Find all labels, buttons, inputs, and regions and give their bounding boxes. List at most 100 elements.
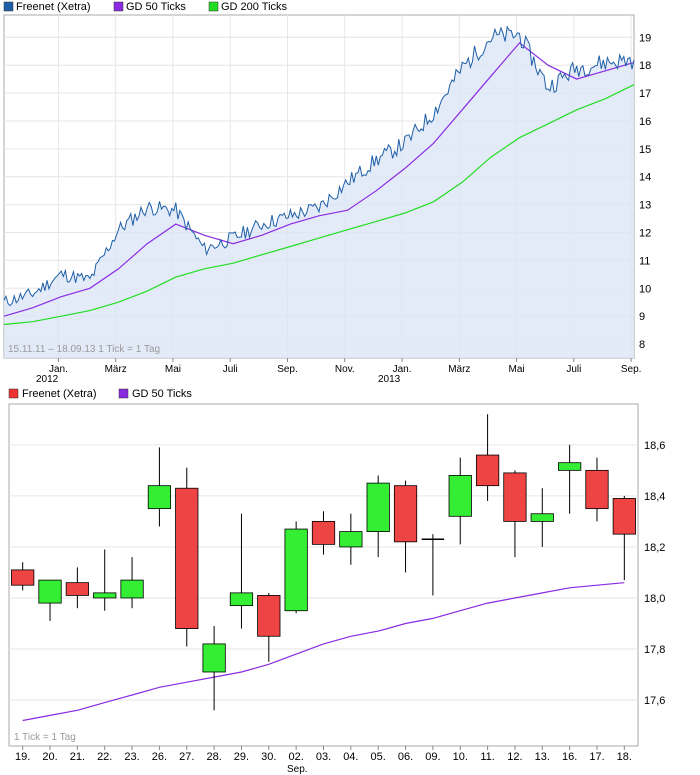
candle bbox=[120, 557, 144, 609]
bottom-x-tick-label: 26. bbox=[152, 751, 167, 763]
top-legend-label-gd200: GD 200 Ticks bbox=[221, 1, 288, 13]
top-legend-swatch-gd50 bbox=[113, 1, 124, 12]
top-x-tick-label: Jan. bbox=[393, 364, 412, 375]
bottom-candles bbox=[11, 414, 636, 711]
candle-body-up bbox=[366, 482, 390, 533]
candle bbox=[503, 470, 527, 558]
bottom-x-tick-label: 21. bbox=[70, 751, 85, 763]
top-x-tick-label: Mai bbox=[165, 364, 181, 375]
bottom-x-tick-label: 02. bbox=[289, 751, 304, 763]
top-x-tick-label: März bbox=[105, 364, 127, 375]
bottom-info-text: 1 Tick = 1 Tag bbox=[14, 732, 76, 743]
bottom-x-tick-label: 03. bbox=[316, 751, 331, 763]
candle-body-down bbox=[311, 521, 336, 545]
bottom-legend-label-gd50: GD 50 Ticks bbox=[132, 388, 192, 400]
top-x-tick-label: Juli bbox=[566, 364, 581, 375]
top-x-tick-label: Nov. bbox=[335, 364, 355, 375]
candle bbox=[284, 521, 308, 614]
bottom-x-tick-label: 20. bbox=[42, 751, 57, 763]
bottom-x-tick-label: 11. bbox=[480, 751, 494, 763]
candle bbox=[257, 592, 281, 662]
top-x-tick-label: Juli bbox=[223, 364, 238, 375]
top-info-text: 15.11.11 – 18.09.13 1 Tick = 1 Tag bbox=[8, 344, 160, 355]
candle-body-up bbox=[93, 592, 117, 599]
bottom-x-tick-label: 05. bbox=[371, 751, 386, 763]
candle bbox=[175, 467, 199, 647]
top-y-tick-label: 19 bbox=[639, 32, 651, 44]
top-x-tick-label: Sep. bbox=[621, 364, 642, 375]
bottom-y-tick-label: 18,0 bbox=[644, 593, 665, 605]
candle bbox=[93, 549, 117, 611]
bottom-x-tick-label: 27. bbox=[179, 751, 194, 763]
top-year-2012: 2012 bbox=[36, 374, 59, 385]
candle-body-down bbox=[175, 487, 199, 629]
top-y-tick-label: 14 bbox=[639, 172, 651, 184]
bottom-x-tick-label: 17. bbox=[589, 751, 604, 763]
bottom-month-label: Sep. bbox=[287, 764, 308, 775]
top-x-tick-label: Sep. bbox=[277, 364, 298, 375]
bottom-x-tick-label: 16. bbox=[562, 751, 577, 763]
top-year-2013: 2013 bbox=[378, 374, 401, 385]
top-legend-swatch-price bbox=[3, 1, 14, 12]
candle bbox=[558, 444, 582, 514]
bottom-x-tick-label: 13. bbox=[535, 751, 550, 763]
top-gd50-line bbox=[3, 42, 635, 317]
bottom-x-tick-label: 06. bbox=[398, 751, 413, 763]
candle bbox=[585, 457, 609, 522]
top-legend-label-price: Freenet (Xetra) bbox=[16, 1, 91, 13]
bottom-legend-label-price: Freenet (Xetra) bbox=[22, 388, 97, 400]
candle-body-up bbox=[229, 592, 254, 607]
candle-body-up bbox=[448, 475, 472, 517]
top-y-tick-label: 9 bbox=[639, 311, 645, 323]
bottom-x-tick-label: 22. bbox=[97, 751, 112, 763]
top-price-line bbox=[3, 25, 635, 307]
candle bbox=[65, 567, 89, 609]
bottom-x-axis: 19. 20. 21. 22. 23. 26. 27. 28. 29. 30. 02. 03. 04. 0… bbox=[15, 746, 632, 763]
candle bbox=[612, 495, 636, 581]
candle-body-down bbox=[65, 582, 89, 596]
bottom-y-tick-label: 17,8 bbox=[644, 644, 665, 656]
bottom-y-tick-label: 18,4 bbox=[644, 491, 665, 503]
candle-body-up bbox=[339, 531, 363, 548]
candle bbox=[202, 626, 226, 711]
top-y-tick-label: 17 bbox=[639, 88, 651, 100]
candle bbox=[147, 447, 172, 527]
top-y-tick-label: 8 bbox=[639, 339, 645, 351]
bottom-x-tick-label: 10. bbox=[453, 751, 468, 763]
top-price-area bbox=[4, 26, 634, 359]
candle-body-down bbox=[11, 569, 35, 586]
top-y-tick-label: 10 bbox=[639, 283, 651, 295]
top-x-tick-label: März bbox=[448, 364, 470, 375]
candle bbox=[366, 475, 390, 558]
bottom-x-tick-label: 23. bbox=[124, 751, 139, 763]
candle bbox=[421, 534, 445, 596]
candle-body-down bbox=[393, 485, 418, 543]
candle-body-up bbox=[120, 579, 144, 599]
candle bbox=[475, 414, 500, 501]
candle bbox=[530, 488, 554, 547]
bottom-y-axis: 17,6 17,8 18,0 18,2 18,4 18,6 bbox=[644, 440, 665, 707]
bottom-plot-frame bbox=[8, 403, 639, 747]
candle-body-down bbox=[585, 469, 609, 510]
top-y-tick-label: 18 bbox=[639, 60, 651, 72]
candle-body-down bbox=[503, 472, 527, 522]
candle bbox=[311, 511, 336, 555]
bottom-x-tick-label: 29. bbox=[234, 751, 249, 763]
candle bbox=[229, 513, 254, 629]
candle bbox=[393, 480, 418, 573]
top-legend-label-gd50: GD 50 Ticks bbox=[126, 1, 186, 13]
candle bbox=[38, 579, 62, 621]
candle bbox=[11, 562, 35, 591]
bottom-x-tick-label: 30. bbox=[261, 751, 276, 763]
candle-body-up bbox=[284, 528, 308, 612]
bottom-y-tick-label: 17,6 bbox=[644, 695, 665, 707]
bottom-x-tick-label: 09. bbox=[425, 751, 440, 763]
bottom-x-tick-label: 12. bbox=[507, 751, 522, 763]
candle bbox=[448, 457, 472, 545]
bottom-x-tick-label: 19. bbox=[15, 751, 30, 763]
top-y-tick-label: 13 bbox=[639, 200, 651, 212]
candle-body-up bbox=[202, 643, 226, 673]
top-x-axis: Jan. März Mai Juli Sep. Nov. Jan. März Mai Juli Se… bbox=[49, 358, 641, 375]
candle-body-up bbox=[147, 485, 172, 510]
